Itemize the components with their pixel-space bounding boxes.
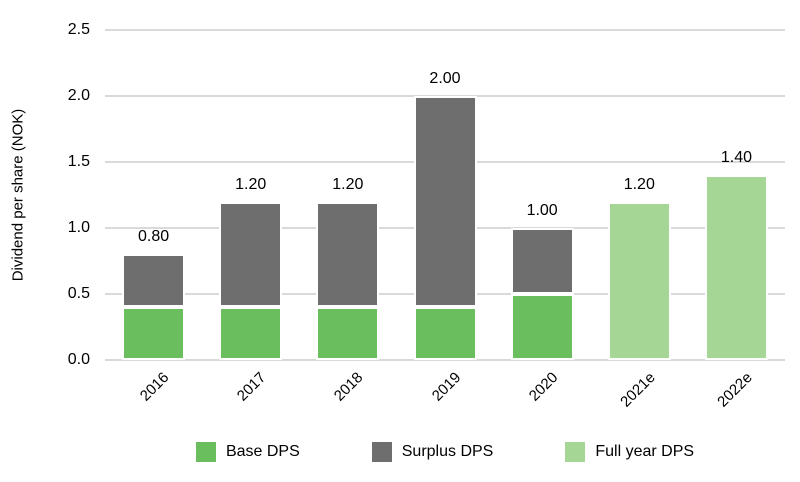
bar-segment (219, 307, 283, 360)
bar-segment (219, 201, 283, 308)
legend-swatch-icon (371, 442, 392, 462)
bar-value-label: 1.20 (235, 175, 267, 193)
y-axis-tick-label: 1.0 (67, 219, 90, 236)
legend-label: Full year DPS (595, 443, 695, 460)
bar-value-label: 2.00 (429, 70, 461, 87)
legend-item: Base DPS (195, 442, 300, 462)
bar-value-label: 0.80 (137, 228, 170, 246)
y-axis-tick-label: 1.5 (67, 153, 90, 170)
legend-item: Full year DPS (565, 442, 694, 462)
bar-segment (607, 201, 671, 360)
y-axis-title: Dividend per share (NOK) (9, 108, 27, 282)
bar-segment (510, 294, 574, 360)
bar-value-label: 1.00 (526, 202, 558, 219)
bar-segment (316, 201, 380, 308)
x-axis-tick-label: 2017 (234, 369, 270, 405)
bar-value-label: 1.20 (623, 175, 655, 193)
bar-segment (413, 307, 477, 360)
y-axis-tick-label: 0.0 (67, 351, 90, 368)
bar-segment (122, 254, 186, 308)
x-axis-tick-label: 2018 (331, 369, 367, 405)
gridline (105, 29, 785, 31)
x-axis-tick-label: 2021e (616, 369, 659, 411)
legend-label: Surplus DPS (401, 443, 494, 460)
y-axis-tick-label: 2.5 (67, 21, 90, 38)
gridline (105, 359, 785, 361)
legend-swatch-icon (195, 442, 216, 462)
bar-segment (704, 175, 768, 360)
legend-item: Surplus DPS (371, 442, 494, 462)
bar-value-label: 1.20 (332, 175, 364, 193)
bar-segment (316, 307, 380, 360)
y-axis-tick-label: 0.5 (67, 285, 90, 302)
legend: Base DPS Surplus DPS Full year DPS (105, 442, 785, 462)
bar-segment (510, 228, 574, 294)
bar-segment (413, 96, 477, 308)
y-axis-tick-label: 2.0 (67, 87, 90, 104)
x-axis-tick-label: 2022e (713, 369, 756, 411)
x-axis-tick-label: 2019 (428, 369, 465, 405)
legend-swatch-icon (565, 442, 586, 462)
bar-segment (122, 307, 186, 360)
x-axis-tick-label: 2020 (525, 369, 562, 405)
legend-label: Base DPS (225, 443, 300, 460)
bar-value-label: 1.40 (720, 149, 752, 167)
x-axis-tick-label: 2016 (136, 369, 173, 405)
